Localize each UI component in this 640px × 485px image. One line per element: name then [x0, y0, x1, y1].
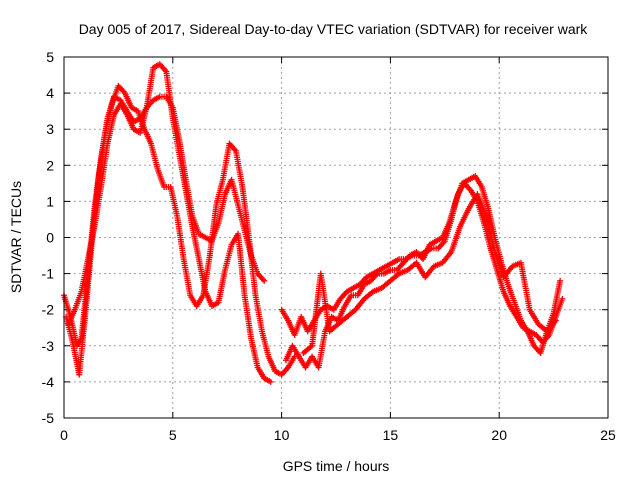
y-tick-label: 4	[46, 85, 54, 101]
data-points	[61, 61, 566, 385]
y-tick-label: -1	[42, 266, 55, 282]
x-tick-labels: 0 5 10 15 20 25	[60, 427, 616, 443]
x-tick-label: 5	[169, 427, 177, 443]
chart-title: Day 005 of 2017, Sidereal Day-to-day VTE…	[79, 21, 589, 37]
y-axis-label: SDTVAR / TECUs	[8, 181, 24, 293]
x-tick-label: 0	[60, 427, 68, 443]
y-tick-label: 2	[46, 157, 54, 173]
grid	[64, 57, 608, 418]
data-point	[559, 295, 566, 302]
x-tick-label: 10	[274, 427, 290, 443]
x-tick-label: 15	[383, 427, 399, 443]
series-trace-6	[300, 191, 559, 357]
series-trace-5	[282, 173, 564, 371]
x-axis-label: GPS time / hours	[283, 458, 390, 474]
x-tick-label: 25	[600, 427, 616, 443]
x-tick-label: 20	[491, 427, 507, 443]
y-tick-label: -3	[42, 338, 55, 354]
y-tick-label: -4	[42, 374, 55, 390]
y-tick-label: -2	[42, 302, 55, 318]
y-tick-label: 5	[46, 49, 54, 65]
data-point	[267, 378, 274, 385]
y-tick-label: -5	[42, 410, 55, 426]
data-point	[557, 277, 564, 284]
y-tick-label: 1	[46, 193, 54, 209]
y-tick-labels: -5 -4 -3 -2 -1 0 1 2 3 4 5	[42, 49, 55, 426]
data-point	[261, 277, 268, 284]
series-trace-3	[65, 61, 274, 385]
y-tick-label: 0	[46, 230, 54, 246]
data-point	[552, 317, 559, 324]
plot-frame	[63, 56, 609, 419]
series-trace-2	[63, 82, 298, 378]
y-tick-label: 3	[46, 121, 54, 137]
